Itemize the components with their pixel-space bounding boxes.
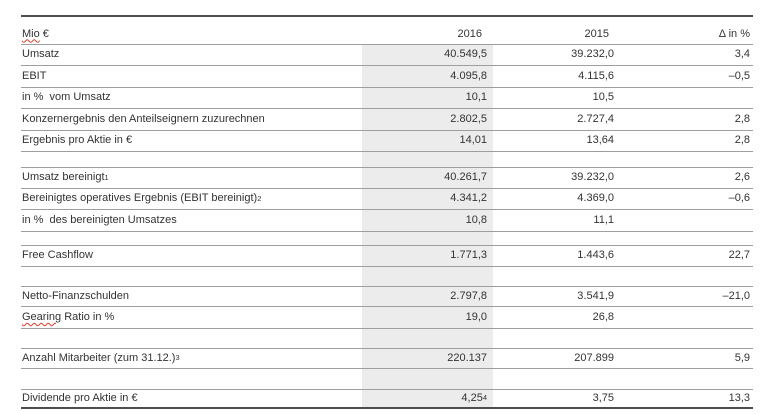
cell-2016: 2.802,5	[362, 109, 493, 130]
cell-2016: 10,1	[362, 87, 493, 108]
row-label: Gearing Ratio in %	[21, 307, 362, 328]
row-label: Dividende pro Aktie in €	[21, 390, 362, 407]
row-label-text: Ratio in %	[61, 310, 115, 323]
spacer-row	[21, 266, 753, 286]
row-label-text: Bereinigtes operatives Ergebnis (EBIT be…	[22, 192, 258, 205]
highlight-band	[362, 231, 493, 245]
highlight-band	[362, 266, 493, 286]
cell-delta: 2,8	[734, 112, 750, 125]
row-label-text: EBIT	[22, 69, 47, 82]
table-row: Gearing Ratio in % 19,0 26,8	[21, 307, 753, 329]
cell-delta: –0,6	[728, 192, 750, 205]
row-label-text: Anzahl Mitarbeiter (zum 31.12.)	[22, 351, 176, 364]
header-col-2015: 2015	[584, 27, 609, 40]
cell-delta: 3,4	[734, 48, 750, 61]
row-label: in % vom Umsatz	[21, 88, 362, 109]
cell-delta	[614, 210, 753, 231]
highlight-band	[362, 152, 493, 167]
spacer-row	[21, 152, 753, 167]
cell-2015: 3,75	[592, 391, 614, 404]
row-label: Bereinigtes operatives Ergebnis (EBIT be…	[22, 192, 262, 205]
cell-2015: 39.232,0	[571, 171, 614, 184]
table-row: EBIT 4.095,8 4.115,6 –0,5	[21, 66, 753, 88]
table-header-row: Mio € 2016 2015 Δ in %	[21, 17, 753, 45]
spacer-row	[21, 369, 753, 389]
cell-2015: 4.115,6	[578, 69, 614, 82]
table-row: Netto-Finanzschulden 2.797,8 3.541,9 –21…	[21, 285, 753, 307]
cell-2015: 3.541,9	[577, 289, 614, 302]
row-label-text: Dividende pro Aktie in €	[22, 391, 138, 404]
row-label: Free Cashflow	[21, 246, 362, 266]
cell-2016: 40.549,5	[362, 44, 493, 65]
spellcheck-underline: Gearing	[22, 310, 62, 323]
row-label: Umsatz	[21, 45, 362, 66]
row-label-text: in % des bereinigten Umsatzes	[22, 213, 177, 226]
cell-2016: 19,0	[362, 307, 493, 328]
table-row: Umsatz bereinigt 1 40.261,7 39.232,0 2,6	[21, 167, 753, 189]
row-label: Konzernergebnis den Anteilseignern zuzur…	[21, 109, 362, 130]
cell-2015: 4.369,0	[577, 192, 614, 205]
cell-2016: 10,8	[362, 210, 493, 231]
financial-summary-table: Mio € 2016 2015 Δ in % Umsatz 40.549,5 3…	[21, 15, 753, 409]
cell-2016: 220.137	[362, 348, 493, 368]
spacer-row	[21, 328, 753, 348]
table-row: Anzahl Mitarbeiter (zum 31.12.) 3 220.137…	[21, 347, 753, 369]
cell-2016: 4,25 4	[362, 389, 493, 407]
cell-2015: 39.232,0	[571, 48, 614, 61]
cell-2016: 4.341,2	[362, 188, 493, 209]
cell-delta: 22,7	[728, 249, 750, 262]
cell-2016: 40.261,7	[362, 168, 493, 188]
row-label-text: Umsatz bereinigt	[22, 171, 105, 184]
highlight-band	[362, 328, 493, 348]
row-label-text: Umsatz	[22, 48, 60, 61]
row-label: EBIT	[21, 66, 362, 87]
header-unit-suffix: €	[39, 27, 49, 40]
cell-2015: 11,1	[593, 213, 614, 226]
cell-2015: 207.899	[574, 351, 614, 364]
table-row: Ergebnis pro Aktie in € 14,01 13,64 2,8	[21, 130, 753, 152]
cell-delta	[614, 307, 753, 328]
cell-delta: 13,3	[728, 391, 750, 404]
cell-delta: 2,6	[734, 171, 750, 184]
cell-2015: 10,5	[592, 91, 614, 104]
table-row: Free Cashflow 1.771,3 1.443,6 22,7	[21, 245, 753, 267]
header-col-delta: Δ in %	[718, 27, 750, 40]
row-label: Netto-Finanzschulden	[21, 287, 362, 307]
header-unit-label: Mio €	[21, 17, 362, 44]
table-row: in % vom Umsatz 10,1 10,5	[21, 87, 753, 109]
highlight-band	[362, 369, 493, 389]
row-label-text: Netto-Finanzschulden	[22, 289, 130, 302]
cell-2016: 2.797,8	[362, 286, 493, 306]
row-label-text: in % vom Umsatz	[22, 91, 111, 104]
table-row: Dividende pro Aktie in € 4,25 4 3,75 13,3	[21, 388, 753, 407]
row-label-text: Ergebnis pro Aktie in €	[22, 134, 133, 147]
row-label: Ergebnis pro Aktie in €	[21, 131, 362, 152]
cell-2015: 26,8	[592, 310, 614, 323]
row-label: Anzahl Mitarbeiter (zum 31.12.) 3	[22, 351, 180, 364]
row-label: Umsatz bereinigt 1	[22, 171, 109, 184]
cell-2016: 14,01	[362, 130, 493, 151]
cell-2015: 13,64	[586, 134, 614, 147]
row-label: in % des bereinigten Umsatzes	[21, 210, 362, 231]
cell-2016: 4.095,8	[362, 66, 493, 87]
cell-delta: –21,0	[722, 289, 750, 302]
cell-delta	[614, 88, 753, 109]
table-row: Umsatz 40.549,5 39.232,0 3,4	[21, 44, 753, 66]
cell-delta: 2,8	[734, 134, 750, 147]
cell-delta: 5,9	[734, 351, 750, 364]
cell-2016: 1.771,3	[362, 246, 493, 266]
row-label-text: Konzernergebnis den Anteilseignern zuzur…	[22, 112, 265, 125]
cell-delta: –0,5	[728, 69, 750, 82]
table-row: Konzernergebnis den Anteilseignern zuzur…	[21, 109, 753, 131]
cell-2015: 2.727,4	[577, 112, 614, 125]
header-col-2016: 2016	[457, 27, 482, 40]
spacer-row	[21, 231, 753, 245]
spellcheck-underline: Mio	[22, 27, 40, 40]
cell-2015: 1.443,6	[577, 249, 614, 262]
table-row: Bereinigtes operatives Ergebnis (EBIT be…	[21, 188, 753, 210]
table-row: in % des bereinigten Umsatzes 10,8 11,1	[21, 210, 753, 232]
row-label-text: Free Cashflow	[22, 249, 93, 262]
